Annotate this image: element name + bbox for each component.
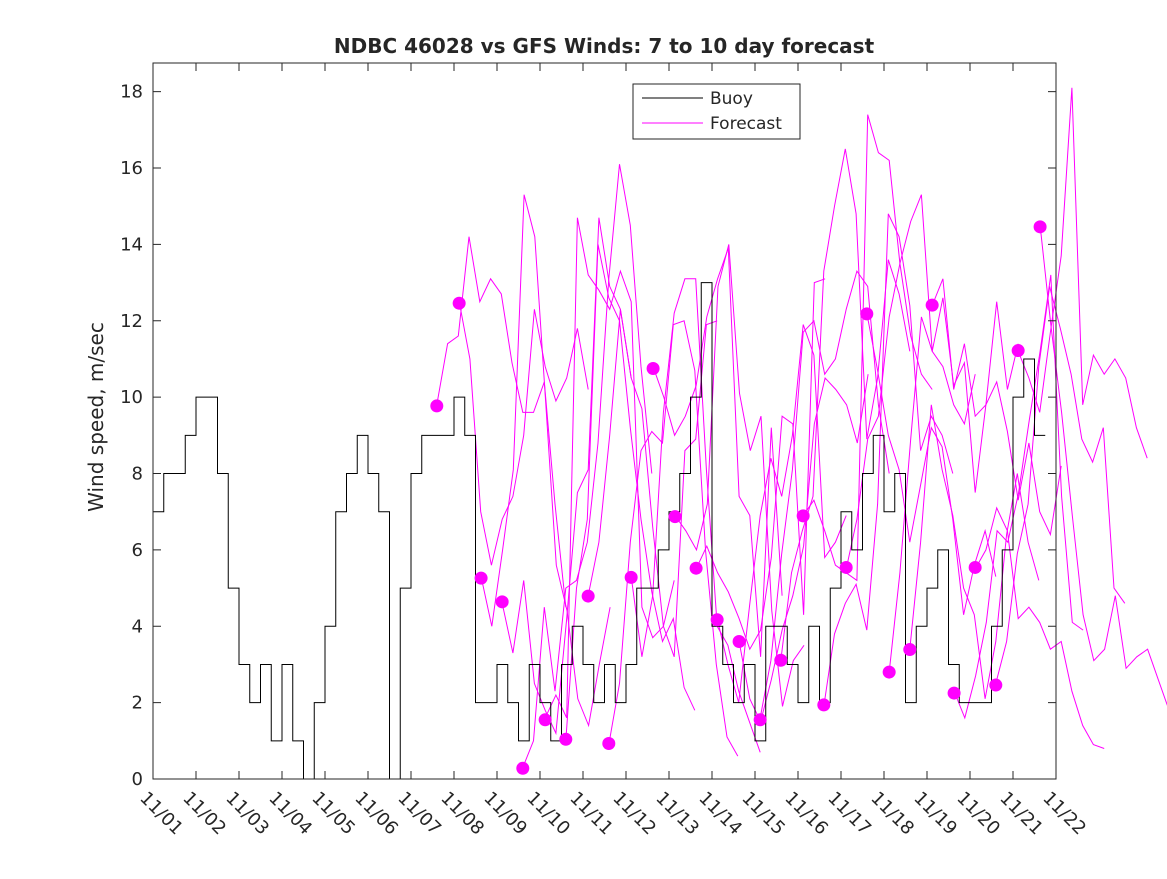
x-tick-label: 11/22 (1038, 788, 1090, 840)
x-tick-label: 11/06 (350, 788, 402, 840)
forecast-point (774, 653, 788, 667)
forecast-line (695, 278, 826, 651)
forecast-point (968, 560, 982, 574)
x-tick-label: 11/15 (737, 788, 789, 840)
forecast-line (565, 244, 696, 741)
legend: Buoy Forecast (632, 83, 801, 140)
forecast-point (903, 643, 917, 657)
y-tick-label: 12 (120, 311, 143, 332)
x-tick-label: 11/01 (135, 788, 187, 840)
forecast-line (458, 301, 589, 566)
forecast-line (995, 286, 1126, 684)
x-tick-label: 11/14 (694, 788, 746, 840)
y-tick-label: 4 (132, 616, 143, 637)
forecast-point (753, 713, 767, 727)
forecast-line (802, 114, 933, 582)
axes-box (152, 62, 1057, 780)
plot-area (153, 87, 1167, 780)
x-tick-label: 11/07 (393, 788, 445, 840)
x-tick-label: 11/16 (780, 788, 832, 840)
x-tick-label: 11/18 (866, 788, 918, 840)
y-tick-label: 6 (132, 540, 143, 561)
y-tick-label: 14 (120, 234, 143, 255)
forecast-line (544, 217, 675, 719)
x-tick-label: 11/05 (307, 788, 359, 840)
forecast-point (430, 399, 444, 413)
x-tick-label: 11/08 (436, 788, 488, 840)
legend-box (632, 83, 801, 140)
forecast-line (436, 236, 567, 608)
forecast-line (587, 309, 718, 657)
forecast-line (480, 194, 611, 728)
x-tick-label: 11/19 (909, 788, 961, 840)
forecast-line (909, 404, 1040, 699)
forecast-line (501, 217, 632, 736)
x-tick-label: 11/10 (522, 788, 574, 840)
forecast-point (817, 698, 831, 712)
x-tick-label: 11/04 (264, 788, 316, 840)
forecast-line (738, 374, 869, 724)
x-tick-label: 11/20 (952, 788, 1004, 840)
forecast-line (953, 274, 1084, 720)
forecast-line (823, 213, 954, 707)
forecast-point (1033, 220, 1047, 234)
forecast-line (1039, 225, 1167, 706)
forecast-point (796, 509, 810, 523)
forecast-point (989, 678, 1003, 692)
y-ticks: 0 2 4 6 8 10 12 14 16 18 (120, 82, 1056, 790)
forecast-point (860, 307, 874, 321)
x-tick-label: 11/11 (565, 788, 617, 840)
forecast-line (1017, 87, 1148, 459)
forecast-point (602, 736, 616, 750)
forecast-point (925, 298, 939, 312)
x-tick-label: 11/09 (479, 788, 531, 840)
forecast-point (474, 571, 488, 585)
x-tick-label: 11/21 (995, 788, 1047, 840)
forecast-point (646, 361, 660, 375)
forecast-line (630, 278, 761, 753)
y-tick-label: 10 (120, 387, 143, 408)
x-tick-label: 11/12 (608, 788, 660, 840)
forecast-point (710, 613, 724, 627)
forecast-point (1011, 344, 1025, 358)
buoy-line (153, 282, 1046, 780)
forecast-point (538, 713, 552, 727)
forecast-point (732, 635, 746, 649)
y-tick-label: 2 (132, 693, 143, 714)
x-tick-label: 11/13 (651, 788, 703, 840)
x-tick-label: 11/03 (221, 788, 273, 840)
forecast-line (780, 148, 911, 661)
forecast-point (689, 561, 703, 575)
y-tick-label: 8 (132, 464, 143, 485)
forecast-line (974, 506, 1105, 749)
forecast-point (668, 510, 682, 524)
forecast-line (674, 244, 805, 707)
x-tick-label: 11/17 (823, 788, 875, 840)
forecast-point (516, 761, 530, 775)
y-tick-label: 18 (120, 82, 143, 103)
x-tick-label: 11/02 (178, 788, 230, 840)
y-axis-label: Wind speed, m/sec (84, 322, 108, 512)
forecast-point (947, 686, 961, 700)
forecast-line (845, 194, 976, 570)
forecast-point (452, 296, 466, 310)
forecast-line (931, 278, 1062, 537)
forecast-point (581, 589, 595, 603)
forecast-point (495, 595, 509, 609)
forecast-point (882, 665, 896, 679)
forecast-line (522, 164, 653, 768)
legend-buoy-label: Buoy (710, 89, 753, 109)
forecast-line (652, 248, 783, 657)
forecast-point (559, 732, 573, 746)
y-tick-label: 0 (132, 769, 143, 790)
forecast-point (624, 570, 638, 584)
y-tick-label: 16 (120, 158, 143, 179)
forecast-line (608, 320, 739, 757)
forecast-point (839, 560, 853, 574)
forecast-line (759, 269, 890, 718)
chart-title: NDBC 46028 vs GFS Winds: 7 to 10 day for… (334, 34, 875, 58)
legend-forecast-label: Forecast (710, 114, 782, 134)
